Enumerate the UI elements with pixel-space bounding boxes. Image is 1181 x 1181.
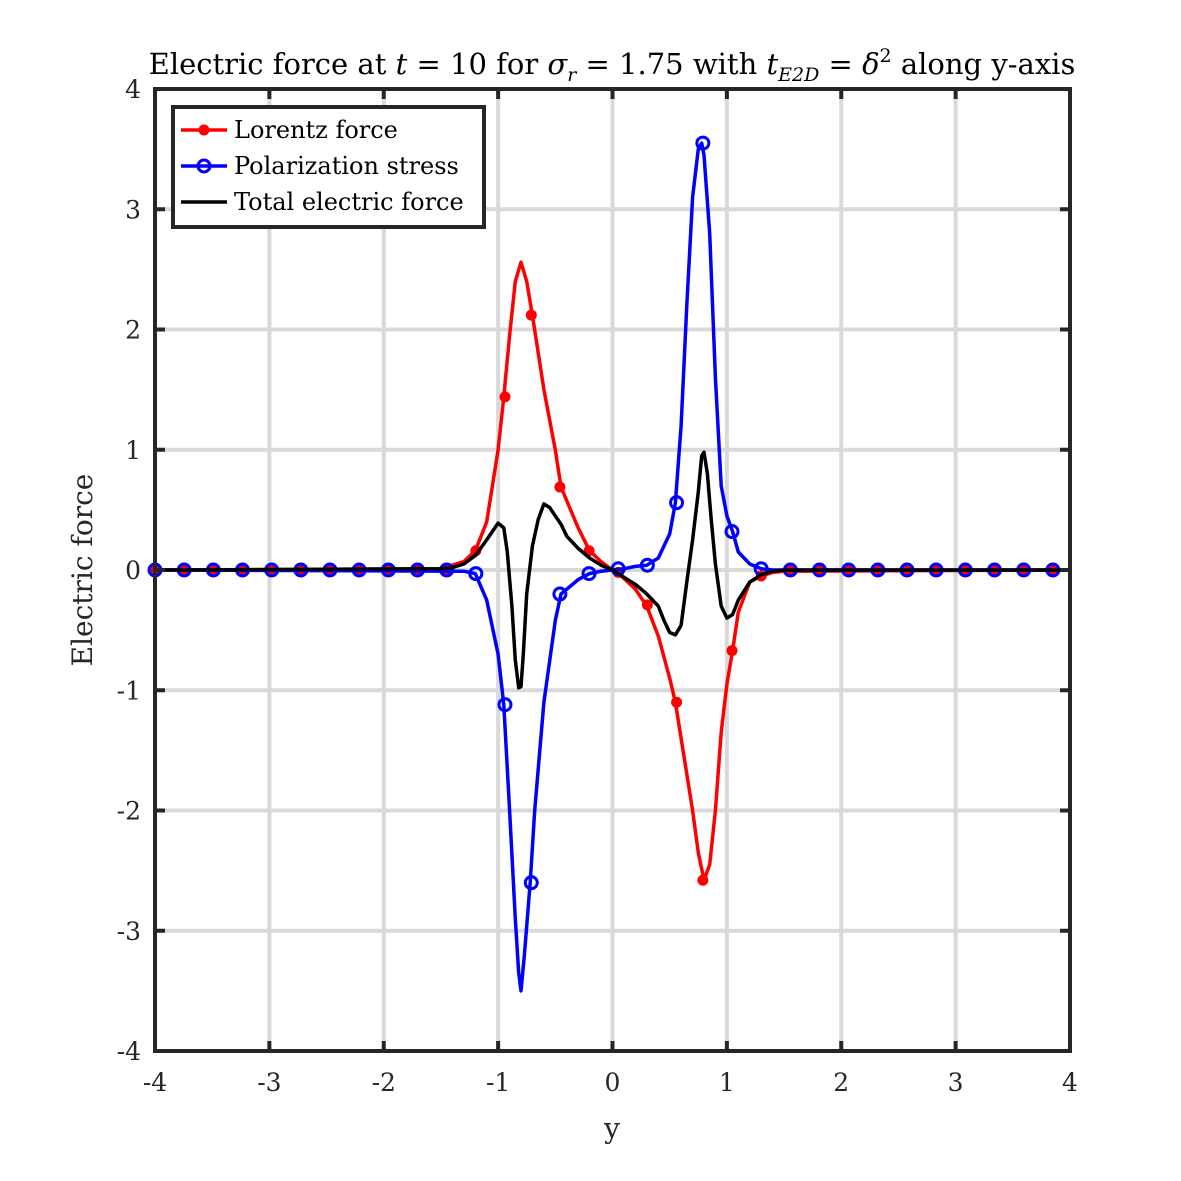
series-marker-polarization-stress xyxy=(497,697,513,713)
series-marker-polarization-stress xyxy=(552,586,568,602)
x-axis-label: y xyxy=(603,1112,620,1145)
x-tick-label: 4 xyxy=(1062,1068,1078,1097)
y-tick-label: 1 xyxy=(125,436,141,465)
series-marker-polarization-stress xyxy=(639,557,655,573)
series-marker-lorentz-force xyxy=(671,696,683,708)
legend-marker-polarization xyxy=(196,158,212,174)
series-marker-lorentz-force xyxy=(697,874,709,886)
x-tick-label: 0 xyxy=(605,1068,621,1097)
y-tick-labels: -4 -3 -2 -1 0 1 2 3 4 xyxy=(117,75,141,1066)
series-layer xyxy=(147,135,1072,993)
series-marker-lorentz-force xyxy=(525,309,537,321)
series-marker-lorentz-force xyxy=(641,599,653,611)
legend: Lorentz force Polarization stress Total … xyxy=(171,105,486,229)
x-tick-label: -2 xyxy=(372,1068,396,1097)
x-tick-label: -4 xyxy=(143,1068,167,1097)
y-tick-label: 4 xyxy=(125,75,141,104)
legend-label-polarization: Polarization stress xyxy=(234,152,459,180)
y-tick-label: -2 xyxy=(117,797,141,826)
axes-box xyxy=(153,87,1072,1053)
series-marker-polarization-stress xyxy=(468,566,484,582)
legend-label-lorentz: Lorentz force xyxy=(234,116,398,144)
x-tick-label: 3 xyxy=(948,1068,964,1097)
series-line-total-electric-force xyxy=(153,450,1072,690)
y-tick-label: 3 xyxy=(125,195,141,224)
series-marker-polarization-stress xyxy=(669,495,685,511)
x-tick-label: 2 xyxy=(833,1068,849,1097)
y-tick-label: -3 xyxy=(117,917,141,946)
series-marker-lorentz-force xyxy=(554,481,566,493)
series-marker-polarization-stress xyxy=(724,524,740,540)
y-tick-label: 0 xyxy=(125,556,141,585)
legend-marker-lorentz xyxy=(198,124,210,136)
legend-label-total: Total electric force xyxy=(234,188,464,216)
series-marker-polarization-stress xyxy=(581,566,597,582)
y-tick-label: -1 xyxy=(117,676,141,705)
legend-entry-polarization: Polarization stress xyxy=(181,152,459,180)
series-marker-polarization-stress xyxy=(523,875,539,891)
x-tick-label: -1 xyxy=(486,1068,510,1097)
y-axis-label: Electric force xyxy=(66,474,99,667)
series-line-lorentz-force xyxy=(153,260,1072,882)
series-marker-lorentz-force xyxy=(726,645,738,657)
y-tick-label: 2 xyxy=(125,316,141,345)
legend-entry-total: Total electric force xyxy=(181,188,464,216)
series-marker-lorentz-force xyxy=(499,391,511,403)
series-marker-polarization-stress xyxy=(695,135,711,151)
x-tick-label: 1 xyxy=(719,1068,735,1097)
y-tick-label: -4 xyxy=(117,1037,141,1066)
legend-entry-lorentz: Lorentz force xyxy=(181,116,398,144)
x-tick-label: -3 xyxy=(257,1068,281,1097)
x-tick-labels: -4 -3 -2 -1 0 1 2 3 4 xyxy=(143,1068,1078,1097)
chart-title: Electric force at t = 10 for σr = 1.75 w… xyxy=(149,45,1076,86)
series-line-polarization-stress xyxy=(153,141,1072,993)
